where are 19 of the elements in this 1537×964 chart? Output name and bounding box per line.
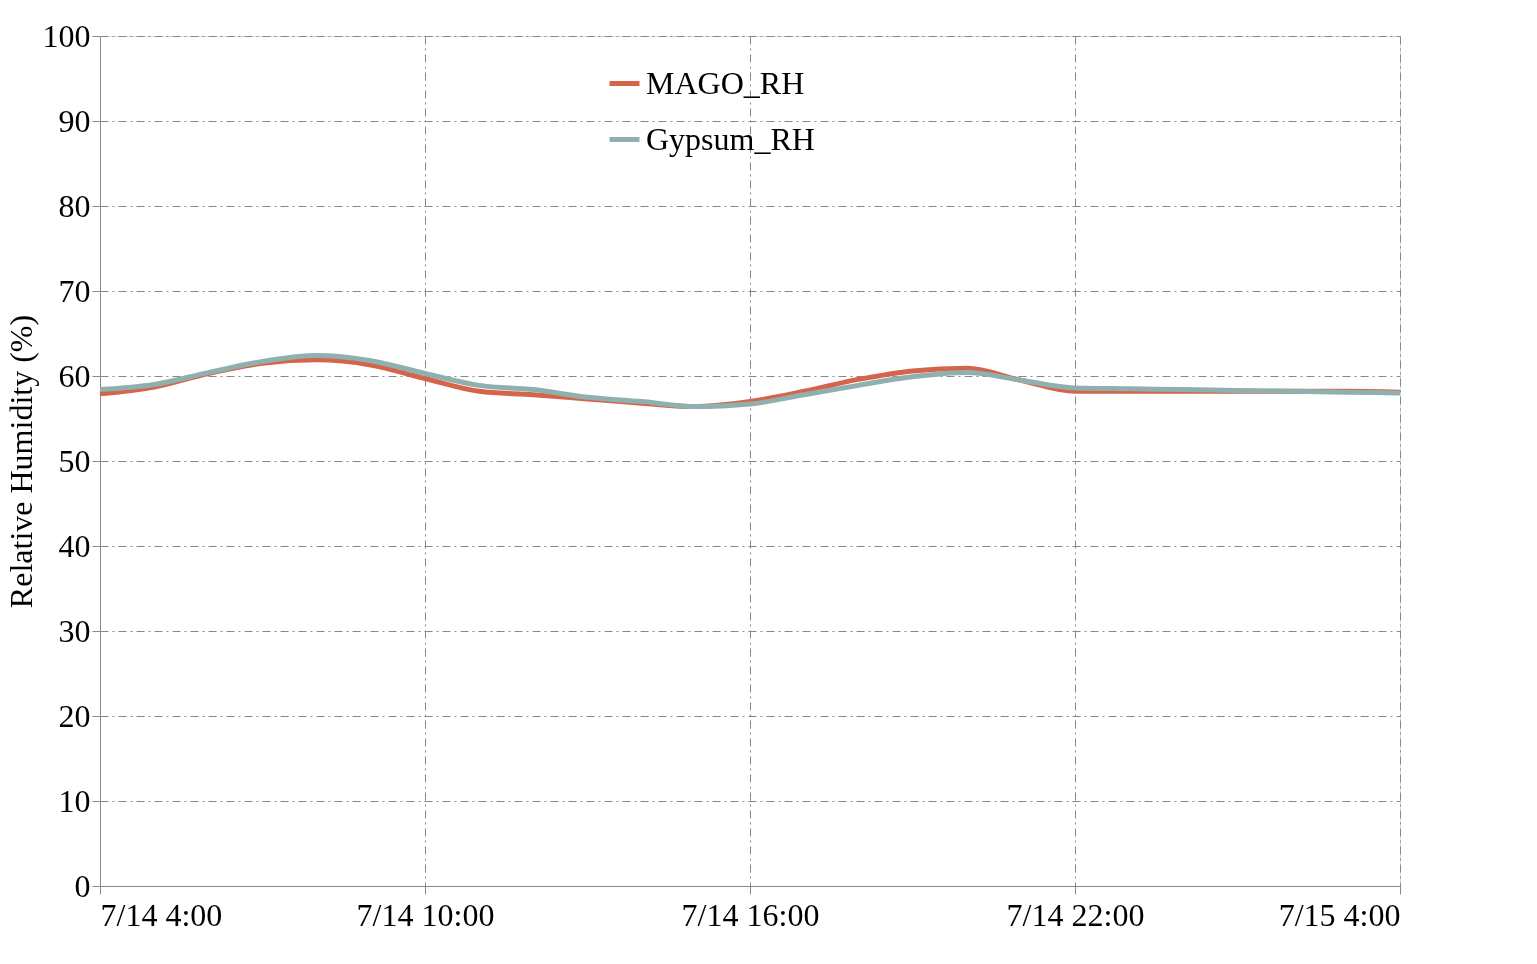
- y-tick-label: 40: [58, 527, 91, 564]
- x-tick-label: 7/14 22:00: [1006, 896, 1145, 933]
- y-tick-label: 100: [42, 17, 91, 54]
- legend-label: Gypsum_RH: [646, 120, 815, 157]
- x-tick-label: 7/14 4:00: [100, 896, 223, 933]
- y-tick-label: 0: [74, 867, 91, 904]
- y-tick-label: 20: [58, 697, 91, 734]
- y-tick-label: 50: [58, 442, 91, 479]
- y-tick-label: 30: [58, 612, 91, 649]
- x-tick-label: 7/15 4:00: [1278, 896, 1401, 933]
- y-tick-label: 60: [58, 357, 91, 394]
- y-tick-label: 90: [58, 102, 91, 139]
- legend-label: MAGO_RH: [646, 64, 805, 101]
- y-tick-label: 80: [58, 187, 91, 224]
- y-axis-title: Relative Humidity (%): [2, 314, 39, 609]
- y-tick-label: 10: [58, 782, 91, 819]
- x-tick-label: 7/14 16:00: [681, 896, 820, 933]
- y-tick-label: 70: [58, 272, 91, 309]
- x-tick-label: 7/14 10:00: [356, 896, 495, 933]
